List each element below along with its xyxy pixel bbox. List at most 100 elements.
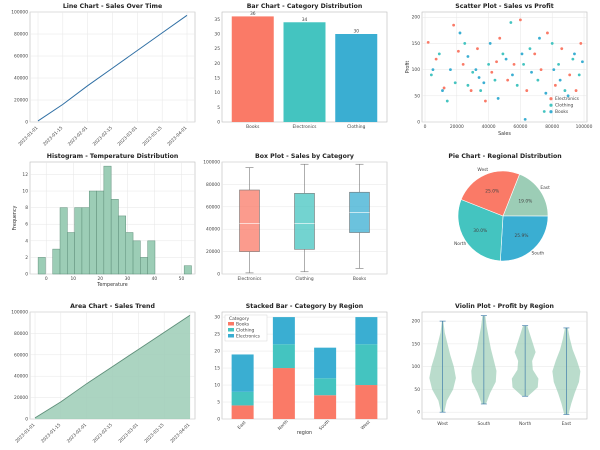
x-tick-label: 2023-01-15 — [42, 125, 64, 147]
scatter-point — [431, 68, 435, 72]
chart-title: Box Plot - Sales by Category — [255, 153, 354, 160]
stack-segment-electronics — [272, 317, 295, 345]
x-tick-label: West — [360, 419, 372, 431]
histogram-bin — [52, 248, 61, 275]
histogram-bin — [132, 240, 141, 275]
histogram-bin — [118, 215, 127, 275]
y-axis-label: Frequency — [12, 205, 18, 230]
x-tick-label: 60000 — [513, 124, 527, 130]
legend-label: Clothing — [555, 103, 573, 109]
stack-segment-clothing — [314, 378, 337, 396]
y-tick-label: 2 — [25, 255, 28, 261]
chart-panel-pie: Pie Chart - Regional Distribution 19.0% Ea… — [448, 153, 562, 262]
x-tick-label: 2023-02-01 — [67, 125, 89, 147]
x-tick-label: South — [318, 419, 331, 432]
x-tick-label: 2023-03-15 — [143, 422, 165, 444]
scatter-point — [456, 49, 460, 53]
scatter-point — [574, 89, 578, 92]
scatter-point — [490, 70, 494, 74]
x-tick-label: 30 — [125, 276, 131, 282]
box-electronics — [239, 189, 260, 252]
y-tick-label: 0 — [25, 417, 28, 423]
histogram-bin — [140, 257, 148, 275]
legend-swatch — [228, 328, 234, 332]
scatter-point — [525, 89, 529, 92]
histogram-bin — [81, 207, 90, 275]
y-tick-label: 80000 — [206, 182, 220, 188]
histogram-bin — [96, 190, 105, 275]
histogram-bin — [183, 265, 192, 275]
scatter-point — [484, 99, 487, 103]
pie-slice-south — [500, 215, 549, 262]
scatter-point — [474, 68, 478, 72]
x-axis-label: region — [297, 430, 312, 436]
histogram-bin — [59, 207, 68, 275]
y-tick-label: 0 — [217, 120, 220, 126]
legend-marker — [549, 110, 553, 114]
scatter-point — [519, 18, 522, 22]
scatter-point — [445, 99, 449, 103]
bar-books — [231, 16, 274, 122]
x-tick-label: East — [562, 421, 572, 427]
histogram-bin — [74, 207, 83, 275]
stack-segment-clothing — [272, 344, 295, 369]
scatter-point — [452, 23, 456, 27]
y-tick-label: 50 — [414, 93, 420, 99]
stack-segment-books — [355, 385, 378, 419]
x-tick-label: Electronics — [238, 276, 263, 282]
x-tick-label: 40000 — [482, 124, 496, 130]
scatter-point — [453, 81, 457, 85]
y-tick-label: 10 — [22, 189, 28, 195]
scatter-point — [544, 91, 548, 95]
bar-electronics — [283, 22, 326, 123]
y-tick-label: 0 — [417, 120, 420, 126]
y-tick-label: 10 — [214, 90, 220, 96]
legend-swatch — [228, 334, 234, 338]
x-tick-label: North — [277, 419, 290, 432]
x-tick-label: South — [477, 421, 490, 427]
scatter-point — [509, 21, 513, 24]
slice-percent: 25.0% — [485, 189, 499, 195]
scatter-point — [487, 62, 490, 66]
scatter-point — [471, 70, 475, 74]
x-tick-label: Books — [353, 276, 367, 282]
y-tick-label: 80000 — [14, 331, 28, 337]
y-tick-label: 150 — [412, 41, 421, 47]
y-tick-label: 20000 — [206, 249, 220, 255]
y-tick-label: 100 — [412, 67, 421, 73]
chart-panel-line: Line Chart - Sales Over Time 0 20000 40000 6… — [11, 3, 196, 147]
scatter-point — [558, 78, 562, 82]
data-label: 30 — [353, 29, 359, 35]
x-tick-label: 2023-03-15 — [141, 125, 163, 147]
scatter-point — [528, 47, 532, 51]
scatter-point — [530, 70, 533, 74]
scatter-point — [488, 42, 492, 45]
stack-segment-electronics — [314, 347, 337, 379]
legend-label: Books — [555, 109, 569, 115]
plot-frame — [421, 311, 588, 420]
y-tick-label: 0 — [417, 410, 420, 416]
scatter-point — [566, 94, 570, 98]
slice-label: East — [540, 185, 550, 191]
legend-marker — [549, 97, 553, 101]
scatter-point — [571, 57, 575, 61]
y-tick-label: 40000 — [14, 76, 28, 82]
chart-title: Violin Plot - Profit by Region — [455, 303, 554, 310]
y-tick-label: 150 — [412, 341, 421, 347]
y-tick-label: 20000 — [14, 98, 28, 104]
scatter-point — [553, 83, 557, 87]
x-tick-label: 80000 — [545, 124, 559, 130]
scatter-point — [495, 60, 498, 64]
y-tick-label: 100000 — [203, 160, 220, 166]
chart-title: Histogram - Temperature Distribution — [47, 153, 178, 160]
x-tick-label: 2023-03-01 — [117, 422, 139, 444]
chart-panel-bar: Bar Chart - Category Distribution 0 5 10 15 2… — [214, 3, 388, 130]
chart-title: Area Chart - Sales Trend — [70, 303, 155, 310]
y-tick-label: 30 — [214, 315, 220, 321]
scatter-point — [482, 81, 486, 85]
chart-panel-violin: Violin Plot - Profit by Region 0 50 100 150 2… — [412, 303, 588, 427]
scatter-point — [479, 89, 483, 92]
x-tick-label: Books — [246, 124, 260, 130]
scatter-point — [437, 52, 441, 56]
